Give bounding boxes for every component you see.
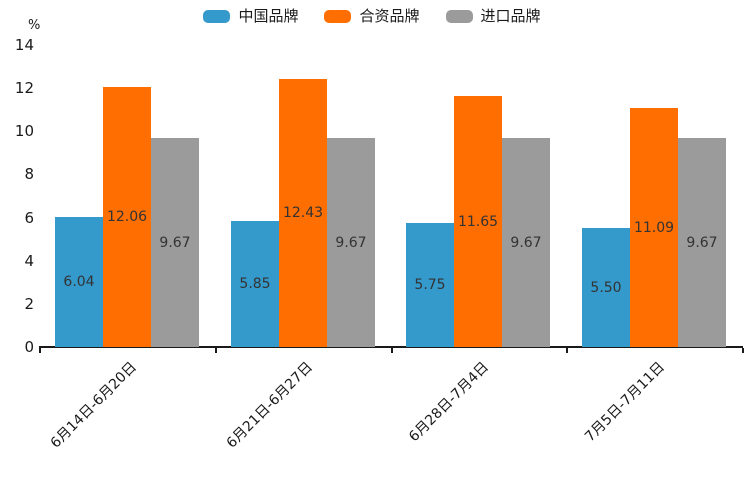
bar-value-label: 9.67 — [335, 234, 367, 251]
bar-进口品牌-4: 9.67 — [678, 138, 726, 347]
bar-进口品牌-2: 9.67 — [327, 138, 375, 347]
bar-进口品牌-1: 9.67 — [151, 138, 199, 347]
bar-合资品牌-4: 11.09 — [630, 108, 678, 347]
bar-value-label: 5.85 — [239, 276, 271, 292]
legend-item-1: 中国品牌 — [203, 9, 298, 24]
y-tick-label: 4 — [24, 251, 34, 270]
x-axis-tick — [566, 348, 568, 353]
x-category-label: 6月28日-7月4日 — [405, 359, 492, 446]
bar-value-label: 12.43 — [282, 205, 324, 221]
legend-item-2: 合资品牌 — [324, 7, 420, 25]
x-axis-tick — [391, 348, 393, 353]
x-axis-tick — [215, 348, 217, 353]
x-axis-tick — [742, 348, 744, 353]
bar-value-label: 11.09 — [633, 219, 675, 236]
bar-value-label: 9.67 — [686, 234, 718, 251]
y-tick-label: 10 — [14, 122, 34, 141]
bar-value-label: 11.65 — [457, 213, 499, 230]
legend-swatch-icon — [203, 10, 231, 23]
y-tick-label: 6 — [24, 208, 34, 227]
bar-value-label: 9.67 — [510, 234, 542, 251]
bar-value-label: 9.67 — [159, 234, 191, 251]
y-tick-label: 8 — [24, 165, 34, 184]
bar-合资品牌-2: 12.43 — [279, 79, 327, 347]
x-axis-tick — [39, 348, 41, 353]
x-category-label: 7月5日-7月11日 — [581, 359, 668, 446]
x-axis-line — [39, 346, 743, 348]
y-tick-label: 12 — [14, 79, 34, 98]
bar-进口品牌-3: 9.67 — [502, 138, 550, 347]
x-category-label: 6月21日-6月27日 — [223, 359, 317, 452]
y-axis-unit-label: % — [28, 18, 41, 33]
legend-label: 合资品牌 — [359, 7, 420, 25]
bar-value-label: 6.04 — [63, 274, 95, 290]
x-category-label: 6月14日-6月20日 — [48, 359, 141, 452]
bar-中国品牌-2: 5.85 — [231, 221, 279, 347]
bar-中国品牌-4: 5.50 — [582, 228, 630, 347]
bar-合资品牌-3: 11.65 — [454, 96, 502, 347]
legend-swatch-icon — [445, 10, 473, 23]
legend-item-3: 进口品牌 — [445, 7, 541, 25]
bar-value-label: 5.50 — [590, 279, 622, 296]
y-tick-label: 14 — [14, 36, 34, 54]
legend-label: 中国品牌 — [238, 7, 299, 25]
legend: 中国品牌 合资品牌 进口品牌 — [0, 9, 744, 24]
y-tick-label: 0 — [24, 338, 34, 356]
y-tick-label: 2 — [24, 294, 34, 313]
bar-中国品牌-3: 5.75 — [406, 223, 454, 347]
bar-value-label: 12.06 — [106, 209, 148, 225]
bar-中国品牌-1: 6.04 — [55, 217, 103, 347]
legend-swatch-icon — [324, 10, 352, 23]
bar-value-label: 5.75 — [414, 277, 446, 293]
legend-label: 进口品牌 — [480, 7, 541, 25]
bar-合资品牌-1: 12.06 — [103, 87, 151, 347]
